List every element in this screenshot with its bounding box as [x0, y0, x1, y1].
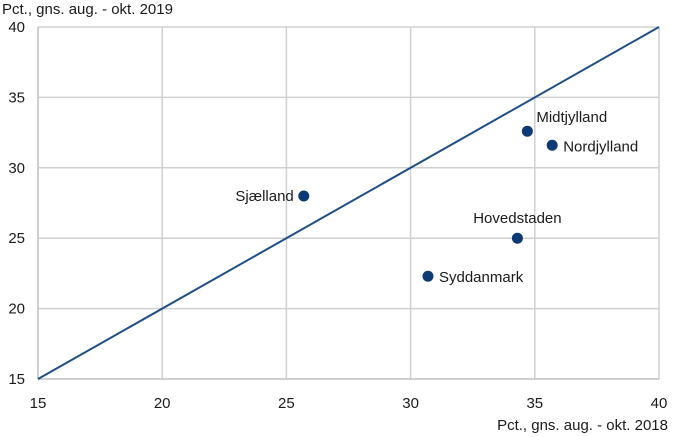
- axes: [37, 27, 659, 380]
- point-label-midtjylland: Midtjylland: [536, 109, 607, 126]
- y-tick-label-35: 35: [8, 89, 25, 106]
- y-axis-title: Pct., gns. aug. - okt. 2019: [2, 1, 173, 18]
- x-tick-label-30: 30: [402, 395, 419, 412]
- y-tick-label-30: 30: [8, 160, 25, 177]
- y-tick-label-40: 40: [8, 19, 25, 36]
- point-label-nordjylland: Nordjylland: [563, 138, 638, 155]
- x-tick-label-25: 25: [278, 395, 295, 412]
- point-syddanmark: [422, 270, 434, 282]
- x-tick-label-40: 40: [651, 395, 668, 412]
- gridlines: [38, 26, 660, 379]
- x-tick-label-20: 20: [154, 395, 171, 412]
- point-label-hovedstaden: Hovedstaden: [473, 210, 561, 227]
- point-labels: Midtjylland Nordjylland Sjælland Hovedstade…: [235, 109, 638, 286]
- y-tick-label-25: 25: [8, 230, 25, 247]
- x-tick-label-35: 35: [526, 395, 543, 412]
- point-nordjylland: [546, 139, 558, 151]
- point-sj-lland: [298, 190, 310, 202]
- reference-line-layer: [37, 26, 660, 380]
- tick-labels: 15 20 25 30 35 40 15 20 25 30 35 40: [8, 19, 667, 412]
- point-label-sj-lland: Sjælland: [235, 188, 293, 205]
- point-hovedstaden: [511, 232, 523, 244]
- x-axis-title: Pct., gns. aug. - okt. 2018: [497, 417, 668, 434]
- x-tick-label-15: 15: [30, 395, 47, 412]
- reference-line: [37, 26, 660, 380]
- point-midtjylland: [521, 125, 533, 137]
- point-label-syddanmark: Syddanmark: [439, 269, 524, 286]
- y-tick-label-15: 15: [8, 371, 25, 388]
- data-points: [298, 125, 558, 282]
- y-tick-label-20: 20: [8, 301, 25, 318]
